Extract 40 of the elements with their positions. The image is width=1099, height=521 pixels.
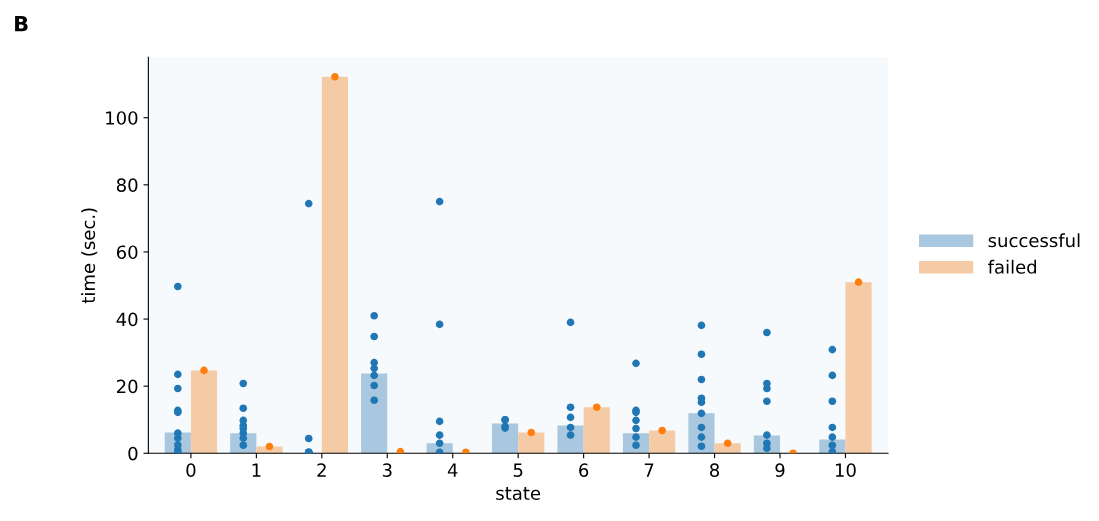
x-tick-label: 6 [579,463,589,477]
x-tick-label: 0 [186,463,196,477]
legend-label: failed [988,259,1037,274]
x-tick-label: 5 [513,463,523,477]
chart-title: B [15,16,28,32]
y-tick-label: 0 [128,446,138,461]
x-tick-label: 7 [644,463,654,477]
x-tick-label: 9 [775,463,785,477]
y-tick-label: 20 [116,379,138,394]
y-tick-label: 100 [106,111,138,125]
x-axis-title: state [496,487,541,500]
point [527,428,536,437]
point [265,442,274,451]
bar [492,423,519,454]
x-tick-label: 3 [382,463,392,477]
x-tick-label: 1 [252,463,261,477]
bar [518,432,545,454]
bar [583,407,610,454]
point [462,448,470,454]
y-tick-label: 60 [116,245,138,260]
bar [361,373,388,454]
bar [845,282,872,454]
y-tick-label: 80 [116,178,138,192]
bar [714,443,741,454]
bar [649,430,676,454]
point [331,72,339,81]
point [658,426,666,435]
x-tick-label: 2 [317,463,326,477]
point [854,278,863,286]
y-axis-title: time (sec.) [81,208,98,304]
legend-label: successful [988,233,1080,248]
x-tick-label: 8 [710,463,720,477]
bar [321,76,348,454]
y-tick-label: 40 [116,312,138,327]
x-tick-label: 10 [835,463,856,477]
point [200,366,208,375]
bar [190,370,218,454]
point [396,447,405,454]
x-tick-label: 4 [447,463,458,477]
point [592,403,601,412]
